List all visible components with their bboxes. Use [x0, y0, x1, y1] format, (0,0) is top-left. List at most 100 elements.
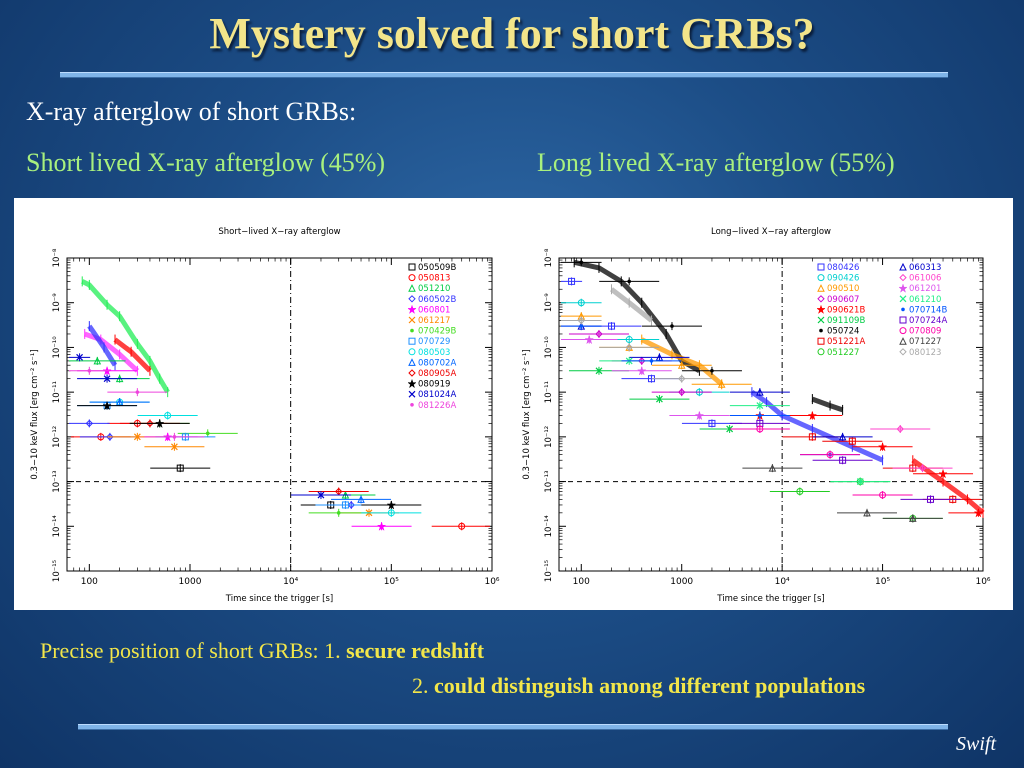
chart2-legend-marker	[817, 295, 825, 303]
chart1-point	[93, 356, 102, 365]
chart2-x-tick-label: 100	[573, 577, 590, 587]
chart2-point	[710, 369, 714, 373]
chart2-legend-label: 090621B	[827, 305, 865, 315]
chart1-legend-marker	[408, 284, 416, 292]
chart2-legend-marker	[817, 337, 825, 345]
chart1-legend-marker	[408, 295, 416, 303]
chart2-point	[826, 451, 834, 459]
chart1-legend-label: 060502B	[418, 295, 456, 305]
chart2-point	[678, 388, 686, 396]
chart2-x-tick-label: 10⁴	[775, 577, 790, 587]
chart2-point	[839, 456, 847, 464]
chart2-point	[595, 367, 603, 375]
chart1-legend-marker	[407, 304, 417, 315]
chart2-legend-label: 080426	[827, 263, 859, 273]
chart2-point	[608, 322, 616, 330]
chart2-point	[756, 402, 764, 410]
chart2-x-tick-label: 1000	[670, 577, 693, 587]
chart1-y-tick-label: 10⁻¹⁴	[52, 515, 62, 538]
chart1-point	[170, 443, 178, 451]
chart1-y-tick-label: 10⁻⁹	[52, 293, 62, 312]
note-line-2: 2. could distinguish among different pop…	[412, 673, 865, 699]
chart1-legend-marker	[410, 403, 414, 407]
chart2-point	[638, 357, 646, 365]
chart2-point	[568, 277, 576, 285]
note-line-1-bold: secure redshift	[346, 638, 485, 663]
chart1-legend-label: 080905A	[418, 369, 456, 379]
chart2-legend-marker	[816, 304, 826, 315]
title-divider	[60, 72, 948, 78]
chart1-legend-marker	[408, 358, 416, 366]
chart1-point	[386, 500, 397, 510]
chart1-point	[106, 433, 114, 441]
chart2-legend-label: 061006	[909, 274, 941, 284]
chart2-legend-label: 070714B	[909, 305, 947, 315]
chart2-point	[577, 316, 585, 325]
chart1-x-tick-label: 10⁶	[484, 577, 499, 587]
chart1-point	[154, 418, 165, 429]
chart2-legend-marker	[898, 283, 908, 293]
chart1-title: Short−lived X−ray afterglow	[218, 227, 340, 237]
charts-svg: Short−lived X−ray afterglow 100 1000 10⁴ 10⁵…	[30, 227, 991, 604]
chart1-point	[357, 495, 365, 503]
chart2-point	[768, 463, 777, 472]
chart2-point	[579, 324, 584, 328]
chart1-legend-label: 081024A	[418, 390, 456, 400]
chart2-point	[717, 380, 726, 388]
chart2-point	[877, 441, 888, 452]
chart1-frame	[66, 257, 493, 572]
chart2-legend-label: 080123	[909, 348, 941, 358]
chart2-legend-label: 061201	[909, 284, 941, 294]
chart1-point	[205, 431, 210, 436]
chart2-title: Long−lived X−ray afterglow	[711, 227, 831, 237]
chart1-y-tick-label: 10⁻¹⁵	[52, 560, 62, 582]
chart2-point	[625, 336, 633, 344]
chart1-point	[341, 501, 349, 509]
chart2-y-tick-label: 10⁻¹¹	[544, 381, 554, 403]
chart1-point	[133, 433, 141, 441]
chart2-trace	[911, 458, 985, 515]
chart2-legend-marker	[899, 337, 907, 345]
chart2-point	[577, 299, 585, 307]
chart2-legend-marker	[817, 348, 825, 356]
chart2-x-tick-label: 10⁵	[875, 577, 890, 587]
chart2-legend-label: 090426	[827, 274, 859, 284]
chart2-point	[796, 487, 804, 495]
chart2-legend-label: 090607	[827, 295, 859, 305]
chart1-x-tick-label: 1000	[179, 577, 202, 587]
chart2-point	[708, 419, 716, 427]
chart1-point	[347, 501, 355, 509]
chart1-legend-label: 080702A	[418, 358, 456, 368]
chart2-legend-marker	[899, 327, 907, 335]
chart1-legend-label: 050813	[418, 274, 450, 284]
chart2-legend-label: 091109B	[827, 316, 865, 326]
chart1-legend-label: 060801	[418, 305, 450, 315]
chart1-y-tick-label: 10⁻¹¹	[52, 381, 62, 403]
chart2-point	[807, 410, 818, 421]
chart2-point	[649, 359, 654, 363]
chart1-point	[87, 369, 92, 373]
note-line-1: Precise position of short GRBs: 1. secur…	[40, 638, 484, 664]
chart2-y-tick-label: 10⁻¹⁴	[544, 515, 554, 538]
chart2-point	[670, 324, 674, 328]
chart2-point	[856, 478, 864, 485]
chart1-x-tick-label: 10⁵	[384, 577, 399, 587]
chart1-legend-marker	[410, 328, 414, 333]
chart1-legend-marker	[408, 316, 416, 324]
chart1-y-tick-label: 10⁻¹²	[52, 426, 62, 448]
charts-panel: Short−lived X−ray afterglow 100 1000 10⁴ 10⁵…	[14, 198, 1013, 610]
chart1-legend-marker	[408, 369, 416, 377]
chart2-point	[918, 464, 927, 472]
chart2-y-tick-label: 10⁻⁹	[544, 293, 554, 312]
left-caption: Short lived X-ray afterglow (45%)	[26, 148, 386, 177]
chart1-y-tick-label: 10⁻⁸	[52, 248, 62, 267]
chart2-legend-label: 070724A	[909, 316, 947, 326]
chart1-legend-label: 080919	[418, 380, 450, 390]
chart1-legend-marker	[408, 348, 416, 356]
chart1-point	[146, 419, 154, 428]
chart1-point	[103, 375, 111, 383]
chart2-legend-marker	[899, 348, 907, 356]
chart2-legend-label: 070809	[909, 327, 941, 337]
chart2-legend-marker	[819, 328, 823, 333]
chart2-legend-label: 051227	[827, 348, 859, 358]
